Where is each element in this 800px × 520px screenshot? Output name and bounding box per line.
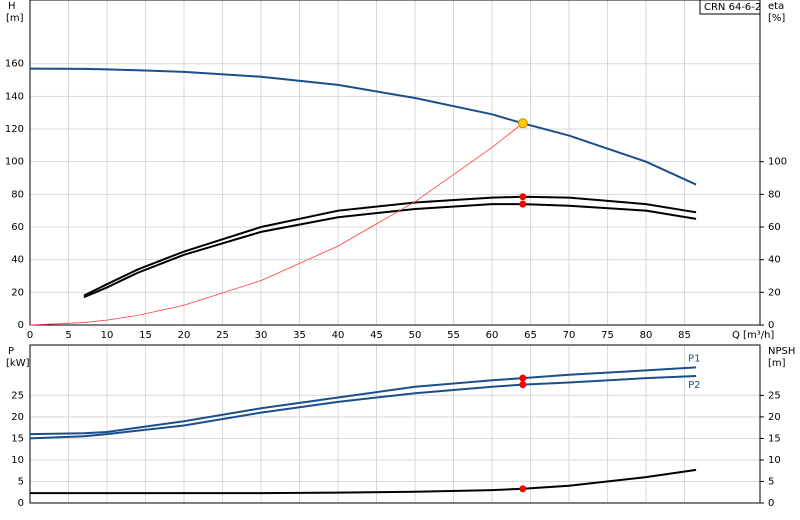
series-line bbox=[29, 67, 697, 186]
y-tick-label: 100 bbox=[5, 157, 24, 168]
x-tick-label: 45 bbox=[370, 330, 383, 341]
operating-point bbox=[517, 118, 528, 129]
x-tick-label: 5 bbox=[65, 330, 71, 341]
x-tick-label: 0 bbox=[27, 330, 33, 341]
plot-frame bbox=[29, 0, 761, 326]
operating-point bbox=[519, 200, 527, 208]
title-box bbox=[699, 0, 761, 15]
y2-tick-label: 10 bbox=[768, 455, 781, 466]
x-tick-label: 85 bbox=[678, 330, 691, 341]
x-tick-label: 30 bbox=[255, 330, 268, 341]
series-line bbox=[83, 195, 697, 297]
x-axis-label: Q [m³/h] bbox=[732, 330, 774, 341]
y2-tick-label: 0 bbox=[768, 320, 774, 331]
series-line bbox=[30, 468, 697, 495]
y-tick-label: 20 bbox=[11, 412, 24, 423]
y2-axis-unit: [%] bbox=[768, 13, 785, 24]
operating-point bbox=[519, 374, 527, 382]
y2-tick-label: 100 bbox=[768, 157, 787, 168]
x-tick-label: 70 bbox=[563, 330, 576, 341]
y-axis-unit: [kW] bbox=[6, 358, 30, 369]
y2-tick-label: 15 bbox=[768, 433, 781, 444]
y-tick-label: 0 bbox=[18, 498, 24, 509]
x-tick-label: 40 bbox=[332, 330, 345, 341]
chart-title: CRN 64-6-2 bbox=[704, 2, 761, 13]
y-tick-label: 0 bbox=[18, 320, 24, 331]
series-line bbox=[83, 203, 697, 299]
y-axis-label: P bbox=[8, 346, 14, 357]
y-tick-label: 120 bbox=[5, 124, 24, 135]
y-axis-unit: [m] bbox=[6, 13, 24, 24]
y2-tick-label: 5 bbox=[768, 476, 774, 487]
y2-tick-label: 20 bbox=[768, 412, 781, 423]
y2-axis-label: NPSH bbox=[768, 346, 795, 357]
x-tick-label: 20 bbox=[178, 330, 191, 341]
x-tick-label: 25 bbox=[216, 330, 229, 341]
y-tick-label: 20 bbox=[11, 287, 24, 298]
y2-tick-label: 60 bbox=[768, 222, 781, 233]
x-tick-label: 35 bbox=[293, 330, 306, 341]
x-tick-label: 10 bbox=[101, 330, 114, 341]
x-tick-label: 65 bbox=[524, 330, 537, 341]
y2-axis-label: eta bbox=[768, 1, 784, 12]
series-line bbox=[29, 122, 524, 326]
plot-frame bbox=[29, 344, 761, 504]
series-line bbox=[29, 366, 697, 436]
operating-point bbox=[519, 485, 527, 493]
x-tick-label: 15 bbox=[139, 330, 152, 341]
y2-tick-label: 0 bbox=[768, 498, 774, 509]
y2-tick-label: 40 bbox=[768, 255, 781, 266]
x-tick-label: 50 bbox=[409, 330, 422, 341]
series-line bbox=[29, 374, 697, 440]
y-tick-label: 40 bbox=[11, 255, 24, 266]
y2-axis-unit: [m] bbox=[768, 358, 786, 369]
y-tick-label: 140 bbox=[5, 91, 24, 102]
y2-tick-label: 80 bbox=[768, 189, 781, 200]
series-label: P2 bbox=[688, 380, 700, 391]
y2-tick-label: 25 bbox=[768, 390, 781, 401]
y-tick-label: 160 bbox=[5, 59, 24, 70]
y-tick-label: 5 bbox=[18, 476, 24, 487]
x-tick-label: 75 bbox=[601, 330, 614, 341]
y-tick-label: 25 bbox=[11, 390, 24, 401]
y-tick-label: 10 bbox=[11, 455, 24, 466]
y-tick-label: 15 bbox=[11, 433, 24, 444]
x-tick-label: 55 bbox=[447, 330, 460, 341]
operating-point bbox=[519, 193, 527, 201]
y-tick-label: 60 bbox=[11, 222, 24, 233]
y2-tick-label: 20 bbox=[768, 287, 781, 298]
x-tick-label: 60 bbox=[486, 330, 499, 341]
operating-point bbox=[519, 381, 527, 389]
x-tick-label: 80 bbox=[640, 330, 653, 341]
y-axis-label: H bbox=[8, 1, 16, 12]
series-label: P1 bbox=[688, 353, 700, 364]
y-tick-label: 80 bbox=[11, 189, 24, 200]
